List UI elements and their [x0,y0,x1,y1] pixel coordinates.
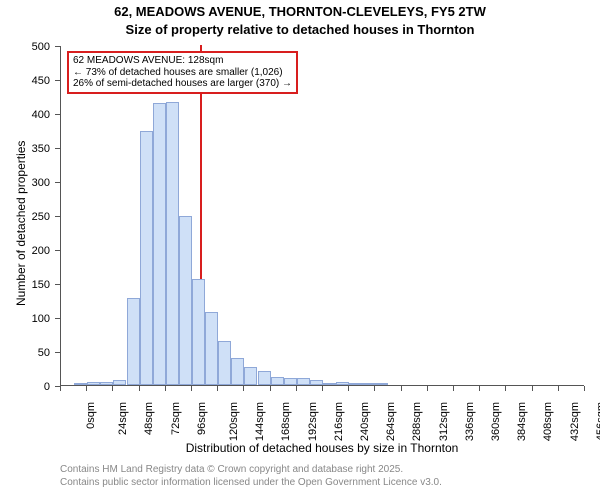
x-tick-label: 144sqm [254,402,266,441]
y-tick-label: 250 [0,211,50,223]
x-tick-label: 0sqm [85,402,97,429]
histogram-bar [205,312,218,385]
x-tick-mark [374,386,375,391]
x-tick-mark [453,386,454,391]
x-tick-label: 96sqm [196,402,208,435]
histogram-bar [297,378,310,385]
histogram-bar [87,382,100,385]
y-tick-label: 200 [0,245,50,257]
x-tick-mark [427,386,428,391]
x-tick-label: 72sqm [170,402,182,435]
annotation-line-1: 62 MEADOWS AVENUE: 128sqm [73,55,292,67]
x-tick-mark [348,386,349,391]
histogram-bar [375,383,388,385]
annotation-line-2: ← 73% of detached houses are smaller (1,… [73,67,292,79]
y-tick-mark [55,216,60,217]
footer-line-2: Contains public sector information licen… [60,477,442,488]
x-tick-label: 408sqm [543,402,555,441]
histogram-bar [127,298,140,385]
y-tick-mark [55,182,60,183]
x-tick-mark [165,386,166,391]
x-tick-mark [86,386,87,391]
x-tick-mark [401,386,402,391]
y-tick-label: 500 [0,41,50,53]
chart-title-line1: 62, MEADOWS AVENUE, THORNTON-CLEVELEYS, … [0,4,600,19]
x-tick-mark [217,386,218,391]
x-tick-label: 264sqm [385,402,397,441]
x-tick-label: 120sqm [228,402,240,441]
x-tick-label: 384sqm [516,402,528,441]
y-tick-mark [55,80,60,81]
x-tick-mark [296,386,297,391]
x-tick-label: 240sqm [359,402,371,441]
y-tick-mark [55,114,60,115]
histogram-bar [258,371,271,385]
x-tick-mark [532,386,533,391]
x-axis-label: Distribution of detached houses by size … [60,441,584,455]
annotation-line-3: 26% of semi-detached houses are larger (… [73,78,292,90]
x-tick-label: 312sqm [438,402,450,441]
chart-container: 62, MEADOWS AVENUE, THORNTON-CLEVELEYS, … [0,0,600,500]
histogram-bar [362,383,375,385]
histogram-bar [271,377,284,385]
y-tick-mark [55,284,60,285]
histogram-bar [153,103,166,385]
plot-area: 62 MEADOWS AVENUE: 128sqm ← 73% of detac… [60,46,584,386]
histogram-bar [166,102,179,385]
x-tick-mark [270,386,271,391]
histogram-bar [336,382,349,385]
y-tick-label: 350 [0,143,50,155]
chart-title-line2: Size of property relative to detached ho… [0,22,600,37]
x-tick-label: 192sqm [307,402,319,441]
x-tick-label: 288sqm [412,402,424,441]
histogram-bar [310,380,323,385]
x-tick-mark [191,386,192,391]
x-tick-label: 360sqm [490,402,502,441]
x-tick-label: 432sqm [569,402,581,441]
x-tick-mark [505,386,506,391]
histogram-bar [74,383,87,385]
y-tick-label: 300 [0,177,50,189]
histogram-bar [284,378,297,385]
histogram-bar [100,382,113,385]
y-tick-mark [55,352,60,353]
y-tick-label: 400 [0,109,50,121]
y-tick-mark [55,46,60,47]
histogram-bar [349,383,362,385]
x-tick-label: 336sqm [464,402,476,441]
x-tick-mark [139,386,140,391]
y-tick-mark [55,148,60,149]
histogram-bar [218,341,231,385]
y-tick-label: 100 [0,313,50,325]
x-tick-label: 216sqm [333,402,345,441]
histogram-bar [179,216,192,385]
x-tick-label: 24sqm [117,402,129,435]
y-tick-label: 450 [0,75,50,87]
histogram-bar [244,367,257,385]
annotation-box: 62 MEADOWS AVENUE: 128sqm ← 73% of detac… [67,51,298,94]
histogram-bar [323,383,336,385]
y-tick-label: 150 [0,279,50,291]
y-tick-mark [55,250,60,251]
histogram-bar [140,131,153,385]
histogram-bar [113,380,126,385]
x-tick-label: 168sqm [281,402,293,441]
x-tick-mark [322,386,323,391]
y-tick-mark [55,318,60,319]
histogram-bar [192,279,205,385]
histogram-bar [231,358,244,385]
x-tick-label: 48sqm [143,402,155,435]
y-tick-label: 0 [0,381,50,393]
x-tick-mark [243,386,244,391]
x-tick-mark [558,386,559,391]
x-tick-mark [479,386,480,391]
x-tick-mark [584,386,585,391]
x-tick-label: 456sqm [595,402,600,441]
footer-line-1: Contains HM Land Registry data © Crown c… [60,464,403,475]
x-tick-mark [60,386,61,391]
y-tick-label: 50 [0,347,50,359]
x-tick-mark [112,386,113,391]
